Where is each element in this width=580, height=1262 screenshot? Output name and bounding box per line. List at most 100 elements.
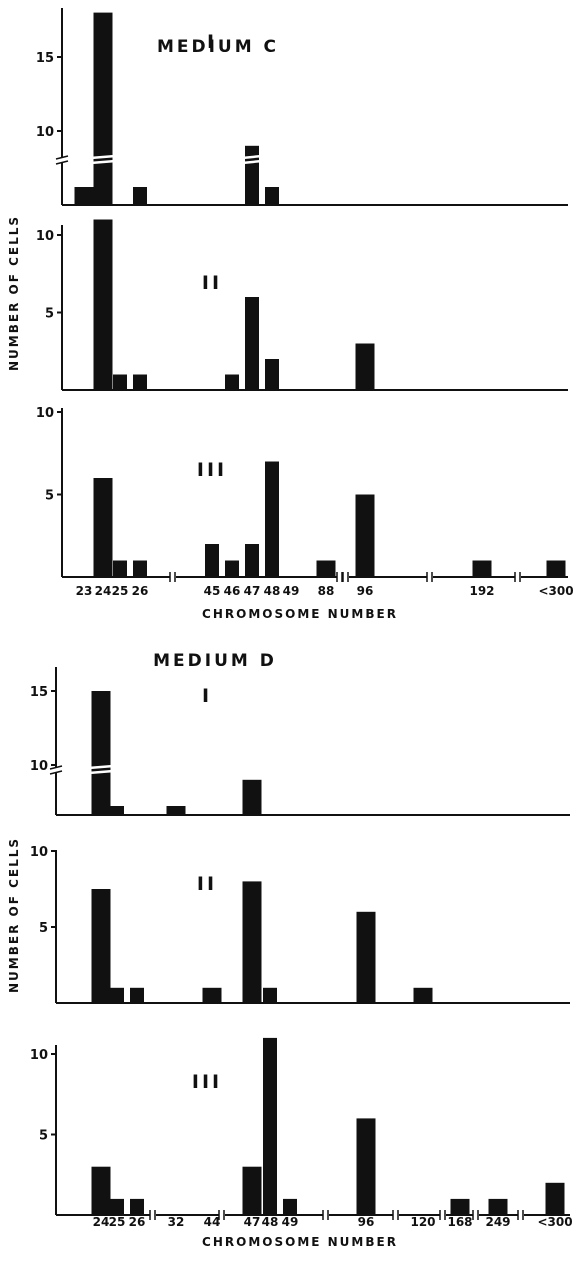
medium-c-panel-1-y-break-gap [56,157,68,163]
medium-c-x-break-mark-5 [514,572,521,582]
medium-d-x-tick-label-120: 120 [410,1215,435,1229]
medium-c-panel-3-bar-46 [225,560,239,577]
medium-c-panel-1-y-tick-label-15: 15 [36,51,54,66]
medium-d-panel-2: 5 10 II [30,845,570,1004]
medium-c-panel-1-bar-24 [93,12,113,205]
medium-d-panel-2-bar-24 [91,889,111,1003]
medium-d-x-tick-label-26: 26 [129,1215,146,1229]
medium-d-panel-1-bar-25 [110,806,124,815]
medium-d-y-axis-title: NUMBER OF CELLS [7,837,21,993]
medium-c-panel-3-bar-25 [113,560,127,577]
medium-d-panel-3-bar-lt300 [545,1182,565,1215]
medium-d-x-break-mark-7 [517,1210,524,1220]
medium-d-x-break-mark-5 [439,1210,446,1220]
medium-d-panel-2-bar-44 [202,987,222,1003]
medium-c-x-tick-label-47: 47 [244,584,261,598]
medium-c-panel-3-bar-24 [93,478,113,577]
medium-d-panel-3-y-tick-label-5: 5 [39,1129,48,1144]
medium-d-panel-3-bar-25 [110,1198,124,1215]
medium-d-panel-3-bar-48 [263,1037,277,1215]
medium-d-x-tick-label-44: 44 [204,1215,221,1229]
medium-d-x-break-gap-6 [473,1212,479,1218]
medium-d-x-break-gap-4 [393,1212,399,1218]
medium-c-chart: MEDIUM C NUMBER OF CELLS CHROMOSOME NUMB… [7,8,574,621]
medium-c-x-tick-label-23: 23 [76,584,93,598]
medium-d-x-break-gap-1 [150,1212,156,1218]
medium-c-x-tick-label-46: 46 [224,584,241,598]
medium-c-panel-1-bar-47 [245,145,259,205]
medium-c-panel-1-bar-23 [74,187,94,205]
medium-c-x-break-mark-1 [169,572,176,582]
medium-d-x-tick-label-48: 48 [262,1215,279,1229]
medium-c-panel-2-bar-26 [133,374,147,390]
medium-d-x-tick-label-49: 49 [282,1215,299,1229]
medium-d-x-tick-label-47: 47 [244,1215,261,1229]
medium-d-x-axis-title: CHROMOSOME NUMBER [202,1235,398,1249]
medium-d-panel-2-y-tick-label-10: 10 [30,845,48,860]
medium-d-x-tick-label-168: 168 [447,1215,472,1229]
medium-c-panel-1-y-tick-label-10: 10 [36,125,54,140]
medium-d-x-tick-label-lt300: <300 [537,1215,572,1229]
medium-c-x-tick-label-24: 24 [95,584,112,598]
medium-d-x-break-mark-1 [149,1210,156,1220]
medium-d-panel-1-bar-32 [166,806,186,815]
medium-d-x-break-gap-5 [440,1212,446,1218]
medium-c-panel-3-bar-88 [316,560,336,577]
medium-d-x-tick-label-25: 25 [109,1215,126,1229]
medium-d-panel-3: 5 10 III [30,1037,570,1216]
medium-c-x-tick-label-26: 26 [132,584,149,598]
medium-c-panel-3-bar-26 [133,560,147,577]
medium-d-panel-1-bar-24 [91,691,111,815]
medium-d-x-tick-label-249: 249 [485,1215,510,1229]
medium-c-panel-2: 5 10 II [36,219,568,391]
medium-c-x-tick-label-192: 192 [469,584,494,598]
medium-d-x-break-gap-7 [518,1212,524,1218]
medium-c-panel-3-y-tick-label-10: 10 [36,406,54,421]
medium-d-panel-2-bar-47 [242,881,262,1003]
medium-d-panel-3-bar-26 [130,1198,144,1215]
medium-d-panel-3-bar-47 [242,1166,262,1215]
medium-d-x-break-mark-3 [322,1210,329,1220]
medium-d-panel-1-bar-47 [242,779,262,815]
medium-d-panel-3-bar-24 [91,1166,111,1215]
medium-d-x-break-gap-3 [323,1212,329,1218]
medium-c-panel-3-bar-47 [245,544,259,577]
medium-c-x-break-mark-3 [342,572,349,582]
medium-c-x-break-mark-2 [336,572,343,582]
medium-c-x-tick-label-88: 88 [318,584,335,598]
medium-d-panel-1-y-tick-label-10: 10 [30,759,48,774]
medium-c-panel-2-y-tick-label-10: 10 [36,229,54,244]
medium-d-x-break-mark-4 [392,1210,399,1220]
medium-d-panel-3-bar-96 [356,1118,376,1215]
medium-d-panel-2-bar-26 [130,987,144,1003]
medium-c-panel-3-bar-96 [355,494,375,577]
medium-c-panel-2-label: II [202,272,222,294]
medium-d-x-break-mark-2 [218,1210,225,1220]
medium-c-x-tick-label-25: 25 [112,584,129,598]
medium-c-panel-1-bar-48 [265,187,279,205]
medium-c-panel-1-bar-26 [133,187,147,205]
medium-c-panel-2-y-tick-label-5: 5 [45,307,54,322]
medium-c-panel-3-y-tick-label-5: 5 [45,489,54,504]
medium-c-panel-2-bar-46 [225,374,239,390]
medium-c-panel-3-bar-192 [472,560,492,577]
medium-d-panel-2-label: II [197,873,217,895]
medium-c-panel-1-label: I [207,31,217,53]
medium-c-x-tick-label-lt300: <300 [538,584,573,598]
medium-c-panel-1-bar-break-24 [90,154,116,165]
medium-d-panel-3-bar-249 [488,1198,508,1215]
medium-c-x-break-gap-2 [337,574,343,580]
medium-c-panel-1: 10 15 I [36,8,568,206]
medium-d-panel-2-bar-120 [413,987,433,1003]
medium-c-panel-3-bar-45 [205,544,219,577]
medium-c-x-tick-label-49: 49 [283,584,300,598]
medium-d-panel-3-y-tick-label-10: 10 [30,1048,48,1063]
medium-d-title: MEDIUM D [153,651,277,671]
medium-c-x-tick-label-48: 48 [264,584,281,598]
medium-c-x-break-mark-4 [426,572,433,582]
medium-c-panel-2-bar-25 [113,374,127,390]
medium-d-panel-1-bar-break-47 [239,764,265,775]
medium-c-panel-3: 5 10 III [36,406,568,578]
medium-c-panel-1-y-break-mark [55,155,69,165]
